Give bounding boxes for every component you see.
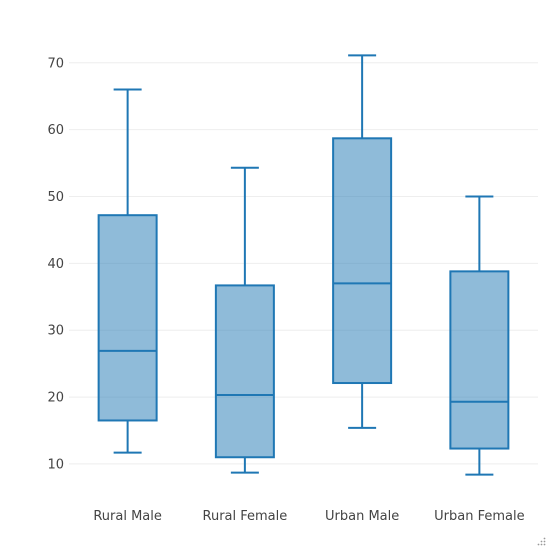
y-axis-ticks: 10 20 30 40 50 60 70 bbox=[47, 56, 64, 472]
box-iqr bbox=[332, 137, 393, 385]
box-rural-female[interactable] bbox=[214, 166, 275, 474]
x-axis-categories: Rural Male Rural Female Urban Male Urban Fe… bbox=[93, 509, 524, 524]
y-tick-label: 30 bbox=[47, 324, 64, 339]
x-category-label: Urban Male bbox=[325, 509, 399, 524]
x-category-label: Rural Female bbox=[203, 509, 288, 524]
y-tick-label: 20 bbox=[47, 391, 64, 406]
y-tick-label: 10 bbox=[47, 457, 64, 472]
box-urban-female[interactable] bbox=[449, 195, 510, 476]
resize-grip-icon[interactable] bbox=[536, 536, 546, 546]
box-rural-male[interactable] bbox=[97, 88, 158, 454]
box-iqr bbox=[97, 214, 158, 422]
y-tick-label: 70 bbox=[47, 56, 64, 71]
boxes bbox=[97, 54, 510, 476]
y-tick-label: 60 bbox=[47, 123, 64, 138]
box-urban-male[interactable] bbox=[332, 54, 393, 429]
x-category-label: Rural Male bbox=[93, 509, 162, 524]
y-tick-label: 40 bbox=[47, 257, 64, 272]
box-iqr bbox=[449, 270, 510, 450]
box-iqr bbox=[214, 284, 275, 459]
y-tick-label: 50 bbox=[47, 190, 64, 205]
x-category-label: Urban Female bbox=[434, 509, 524, 524]
